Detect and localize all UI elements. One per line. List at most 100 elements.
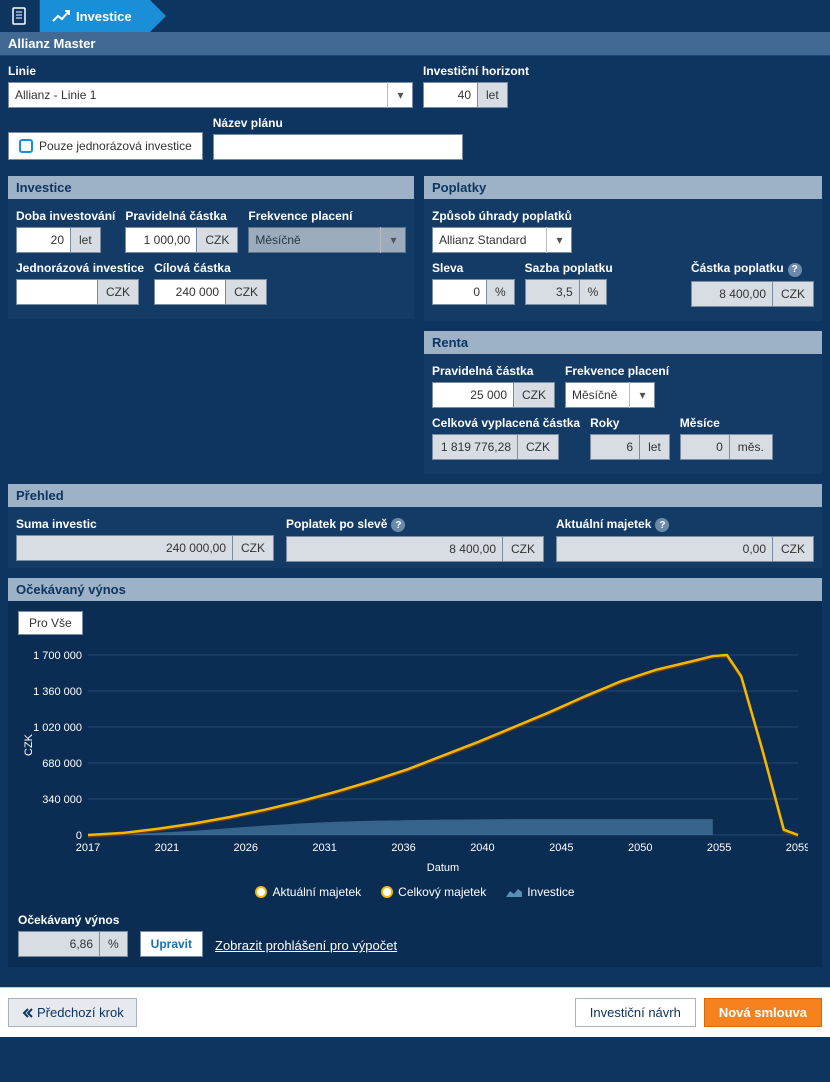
tab-investice[interactable]: Investice bbox=[40, 0, 150, 32]
once-input[interactable] bbox=[16, 279, 98, 305]
prehled-title: Přehled bbox=[8, 484, 822, 507]
only-once-label: Pouze jednorázová investice bbox=[39, 139, 192, 153]
sum-unit: CZK bbox=[233, 535, 274, 561]
checkbox-icon bbox=[19, 139, 33, 153]
disclaimer-link[interactable]: Zobrazit prohlášení pro výpočet bbox=[215, 938, 397, 953]
svg-text:2026: 2026 bbox=[234, 842, 258, 854]
only-once-checkbox[interactable]: Pouze jednorázová investice bbox=[8, 132, 203, 160]
poplatky-panel: Poplatky Způsob úhrady poplatků Allianz … bbox=[424, 176, 822, 321]
amount-unit: CZK bbox=[773, 281, 814, 307]
method-select[interactable]: Allianz Standard bbox=[432, 227, 572, 253]
investice-title: Investice bbox=[8, 176, 414, 199]
sum-input bbox=[16, 535, 233, 561]
chart-legend: Aktuální majetek Celkový majetek Investi… bbox=[18, 885, 812, 899]
discount-unit: % bbox=[487, 279, 515, 305]
target-label: Cílová částka bbox=[154, 261, 267, 275]
prehled-panel: Přehled Suma investic CZK Poplatek po sl… bbox=[8, 484, 822, 569]
prev-button[interactable]: Předchozí krok bbox=[8, 998, 137, 1027]
footer: Předchozí krok Investiční návrh Nová sml… bbox=[0, 987, 830, 1037]
rate-unit: % bbox=[580, 279, 608, 305]
renta-total-input bbox=[432, 434, 518, 460]
svg-text:2059: 2059 bbox=[786, 842, 808, 854]
svg-text:340 000: 340 000 bbox=[42, 794, 82, 806]
poplatky-title: Poplatky bbox=[424, 176, 822, 199]
linie-select[interactable]: Allianz - Linie 1 bbox=[8, 82, 413, 108]
duration-unit: let bbox=[71, 227, 101, 253]
renta-freq-select[interactable]: Měsíčně bbox=[565, 382, 655, 408]
plan-input[interactable] bbox=[213, 134, 463, 160]
svg-text:2021: 2021 bbox=[155, 842, 179, 854]
amount-input bbox=[691, 281, 773, 307]
renta-panel: Renta Pravidelná částka CZK Frekvence pl… bbox=[424, 331, 822, 474]
renta-years-label: Roky bbox=[590, 416, 670, 430]
svg-text:1 700 000: 1 700 000 bbox=[33, 650, 82, 662]
method-label: Způsob úhrady poplatků bbox=[432, 209, 572, 223]
investice-panel: Investice Doba investování let Pravideln… bbox=[8, 176, 414, 319]
rate-label: Sazba poplatku bbox=[525, 261, 613, 275]
renta-regular-input[interactable] bbox=[432, 382, 514, 408]
legend-a: Aktuální majetek bbox=[272, 885, 361, 899]
regular-input[interactable] bbox=[125, 227, 197, 253]
renta-years-input bbox=[590, 434, 640, 460]
tab-label: Investice bbox=[76, 9, 132, 24]
master-title: Allianz Master bbox=[0, 32, 830, 56]
duration-input[interactable] bbox=[16, 227, 71, 253]
horizon-input[interactable] bbox=[423, 82, 478, 108]
help-icon[interactable]: ? bbox=[391, 518, 405, 532]
svg-text:Datum: Datum bbox=[427, 862, 459, 874]
renta-months-input bbox=[680, 434, 730, 460]
renta-total-unit: CZK bbox=[518, 434, 559, 460]
renta-years-unit: let bbox=[640, 434, 670, 460]
duration-label: Doba investování bbox=[16, 209, 115, 223]
svg-text:2031: 2031 bbox=[312, 842, 336, 854]
svg-text:680 000: 680 000 bbox=[42, 758, 82, 770]
yield-unit: % bbox=[100, 931, 128, 957]
legend-marker-icon bbox=[381, 886, 393, 898]
contract-button[interactable]: Nová smlouva bbox=[704, 998, 822, 1027]
once-unit: CZK bbox=[98, 279, 139, 305]
discount-label: Sleva bbox=[432, 261, 515, 275]
legend-marker-icon bbox=[255, 886, 267, 898]
svg-text:2045: 2045 bbox=[549, 842, 573, 854]
legend-c: Investice bbox=[527, 885, 574, 899]
rate-input bbox=[525, 279, 580, 305]
fee-unit: CZK bbox=[503, 536, 544, 562]
fee-input bbox=[286, 536, 503, 562]
renta-months-label: Měsíce bbox=[680, 416, 773, 430]
tab-bar: Investice bbox=[0, 0, 830, 32]
regular-label: Pravidelná částka bbox=[125, 209, 238, 223]
regular-unit: CZK bbox=[197, 227, 238, 253]
svg-text:2036: 2036 bbox=[391, 842, 415, 854]
sum-label: Suma investic bbox=[16, 517, 274, 531]
discount-input[interactable] bbox=[432, 279, 487, 305]
svg-text:1 360 000: 1 360 000 bbox=[33, 686, 82, 698]
freq-select: Měsíčně bbox=[248, 227, 406, 253]
chart-title: Očekávaný výnos bbox=[8, 578, 822, 601]
horizon-unit: let bbox=[478, 82, 508, 108]
renta-total-label: Celková vyplacená částka bbox=[432, 416, 580, 430]
document-tab-icon[interactable] bbox=[0, 0, 40, 32]
svg-text:2017: 2017 bbox=[76, 842, 100, 854]
current-input bbox=[556, 536, 773, 562]
help-icon[interactable]: ? bbox=[655, 518, 669, 532]
renta-regular-unit: CZK bbox=[514, 382, 555, 408]
edit-button[interactable]: Upravit bbox=[140, 931, 203, 957]
current-unit: CZK bbox=[773, 536, 814, 562]
ocekavany-vynos-panel: Očekávaný výnos Pro Vše 0 340 000 680 000 1… bbox=[8, 578, 822, 967]
svg-text:CZK: CZK bbox=[23, 733, 35, 756]
renta-regular-label: Pravidelná částka bbox=[432, 364, 555, 378]
legend-b: Celkový majetek bbox=[398, 885, 486, 899]
freq-label: Frekvence placení bbox=[248, 209, 406, 223]
amount-label: Částka poplatku? bbox=[691, 261, 814, 277]
linie-label: Linie bbox=[8, 64, 413, 78]
renta-months-unit: měs. bbox=[730, 434, 773, 460]
svg-text:2050: 2050 bbox=[628, 842, 652, 854]
svg-text:0: 0 bbox=[76, 830, 82, 842]
proposal-button[interactable]: Investiční návrh bbox=[575, 998, 696, 1027]
target-input[interactable] bbox=[154, 279, 226, 305]
filter-button[interactable]: Pro Vše bbox=[18, 611, 83, 635]
renta-freq-label: Frekvence placení bbox=[565, 364, 669, 378]
arrow-left-icon bbox=[21, 1007, 33, 1019]
legend-area-icon bbox=[506, 887, 522, 897]
help-icon[interactable]: ? bbox=[788, 263, 802, 277]
